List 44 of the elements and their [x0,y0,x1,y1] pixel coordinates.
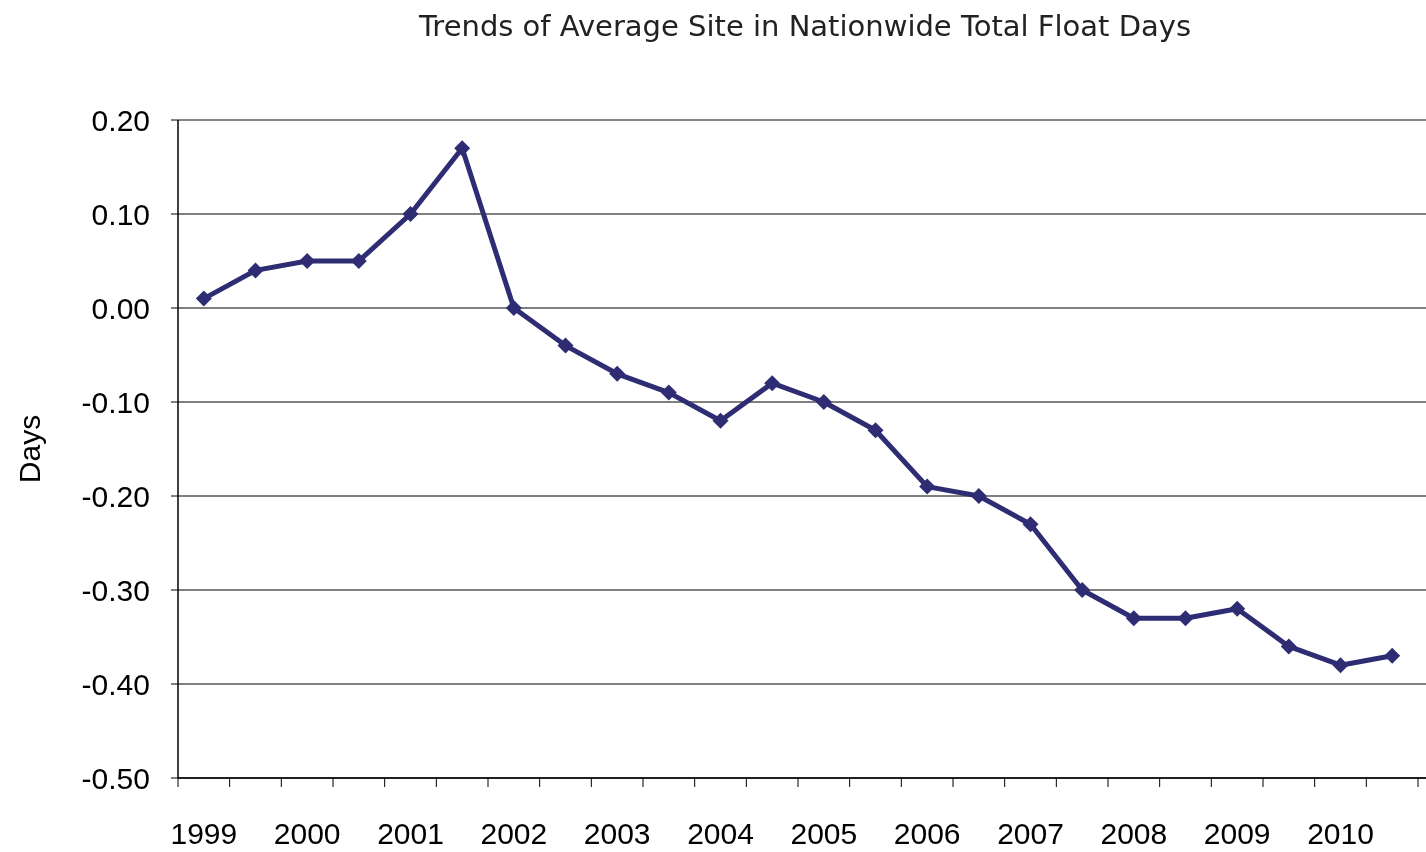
x-tick-label: 2005 [790,817,858,850]
y-tick-label: -0.20 [81,479,150,513]
x-tick-label: 2002 [480,817,548,850]
y-tick-label: 0.20 [91,103,150,137]
point [505,300,522,316]
point [557,337,574,354]
x-tick-label: 2008 [1100,817,1168,850]
y-tick-label: -0.30 [81,573,150,607]
point [609,365,626,382]
x-tick-label: 2000 [273,817,341,850]
y-tick-label: 0.00 [91,291,150,325]
x-tick-label: 2006 [893,817,961,850]
x-tick-label: 2004 [687,817,754,850]
y-tick-label: 0.10 [91,197,150,231]
point [1125,610,1142,627]
y-axis-title: Days [13,414,46,484]
point [247,262,264,279]
y-tick-label: -0.10 [81,385,150,419]
point [454,140,471,157]
point [1177,610,1194,627]
x-tick-label: 2010 [1307,817,1374,850]
point [1022,516,1039,533]
x-tick-label: 2009 [1203,817,1271,850]
point [764,375,781,392]
point [1280,638,1297,655]
point [1384,647,1401,664]
x-tick-label: 2001 [377,817,444,850]
x-tick-label: 2007 [997,817,1064,850]
point [867,422,884,439]
point [1074,582,1091,598]
x-tick-label: 2003 [583,817,651,850]
point [195,290,212,307]
point [919,478,936,495]
point [1332,657,1349,674]
point [402,206,419,222]
y-tick-label: -0.40 [81,667,150,701]
chart-title: Trends of Average Site in Nationwide Total Float Days [417,9,1192,43]
point [660,384,677,401]
x-tick-label: 1999 [170,817,238,850]
point [815,394,832,410]
point [712,412,729,429]
point [1229,600,1246,617]
y-tick-label: -0.50 [81,761,150,795]
point [970,488,987,504]
